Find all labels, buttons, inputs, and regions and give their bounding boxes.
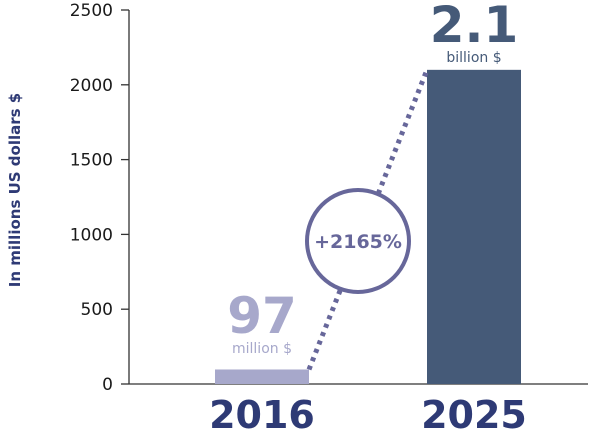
y-tick-label-1500: 1500 — [70, 151, 113, 171]
growth-circle — [305, 188, 411, 294]
unit-label-2025: billion $ — [446, 50, 501, 66]
value-labels: 97 million $ 2.1 billion $ — [227, 0, 518, 357]
growth-annotation: +2165% — [305, 68, 430, 371]
bar-2016 — [215, 369, 309, 384]
y-tick-label-1000: 1000 — [70, 225, 113, 245]
y-tick-label-500: 500 — [81, 300, 113, 320]
growth-percentage: +2165% — [314, 231, 402, 253]
y-ticks: 0 500 1000 1500 2000 2500 — [70, 1, 129, 395]
y-axis-title: In millions US dollars $ — [6, 93, 24, 287]
category-label-2025: 2025 — [421, 393, 527, 433]
value-label-2016: 97 — [227, 287, 297, 345]
bar-2025 — [427, 69, 521, 384]
y-tick-label-2500: 2500 — [70, 1, 113, 21]
y-tick-label-2000: 2000 — [70, 76, 113, 96]
category-label-2016: 2016 — [209, 393, 315, 433]
y-tick-label-0: 0 — [102, 375, 113, 395]
unit-label-2016: million $ — [232, 341, 292, 357]
value-label-2025: 2.1 — [430, 0, 519, 54]
bars — [215, 69, 521, 384]
category-labels: 2016 2025 — [209, 393, 527, 433]
